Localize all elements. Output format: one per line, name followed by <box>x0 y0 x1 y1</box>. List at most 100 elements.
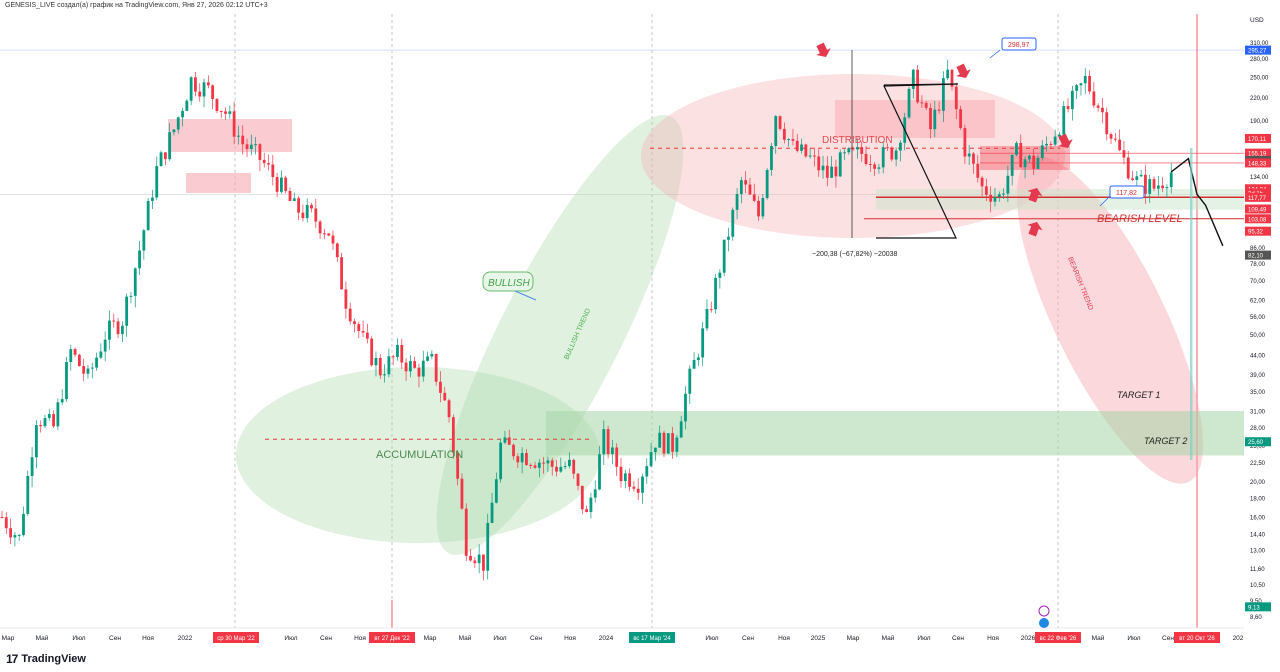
tradingview-brand[interactable]: 17 TradingView <box>6 652 86 666</box>
candle-body <box>761 197 765 217</box>
time-tick-label: Июл <box>1127 635 1140 642</box>
candle-body <box>499 442 503 480</box>
candle-body <box>4 517 8 529</box>
candle-body <box>116 321 120 335</box>
candle-body <box>856 147 859 150</box>
candle-body <box>120 325 124 335</box>
candle-body <box>275 177 279 192</box>
flag-icon[interactable] <box>1039 618 1049 628</box>
price-tick-label: 86,00 <box>1250 246 1266 252</box>
candle-body <box>340 257 343 290</box>
candle-body <box>808 155 812 157</box>
candle-body <box>658 432 662 448</box>
high-callout <box>1001 37 1037 51</box>
candle-body <box>731 209 735 237</box>
currency-label: USD <box>1250 17 1264 24</box>
candle-body <box>181 110 184 118</box>
candle-body <box>636 488 640 493</box>
candle-body <box>619 466 623 482</box>
candle-body <box>189 77 193 101</box>
candle-body <box>1049 143 1053 145</box>
candle-body <box>529 464 533 466</box>
price-tag-label: 82,10 <box>1248 254 1264 260</box>
time-tick-label: Май <box>1092 634 1105 642</box>
candle-body <box>649 452 653 467</box>
candle-body <box>168 132 172 160</box>
candle-body <box>202 82 206 97</box>
candle-body <box>967 153 971 157</box>
candle-body <box>800 144 803 151</box>
time-tick-label: Ноя <box>354 635 366 642</box>
candle-body <box>73 349 77 355</box>
candle-body <box>911 69 915 89</box>
candle-body <box>305 204 309 219</box>
retest-arrow-icon <box>1027 222 1043 237</box>
candle-body <box>1126 157 1130 179</box>
candle-body <box>1083 76 1087 84</box>
price-tag <box>1245 133 1271 143</box>
bullish-callout <box>482 271 534 292</box>
candle-body <box>770 145 773 170</box>
candle-body <box>718 272 722 278</box>
candle-body <box>834 166 838 177</box>
candle-body <box>886 147 889 149</box>
price-tick-label: 9,50 <box>1250 599 1262 605</box>
candle-body <box>146 200 150 231</box>
time-tick-label: Июл <box>72 635 85 642</box>
event-icon[interactable] <box>1038 605 1050 617</box>
level-callout-value: 117,82 <box>1116 190 1137 197</box>
price-tick-label: 310,00 <box>1250 41 1269 47</box>
candle-body <box>482 554 485 571</box>
candle-body <box>503 437 507 443</box>
candle-body <box>671 433 674 452</box>
candle-body <box>1075 85 1079 91</box>
time-tick-label: 2026 <box>1021 635 1036 642</box>
candle-body <box>1152 179 1156 189</box>
candle-body <box>744 180 748 185</box>
candle-body <box>1135 176 1139 180</box>
candle-body <box>108 320 111 340</box>
candle-body <box>237 135 240 137</box>
candle-body <box>314 208 318 222</box>
candle-body <box>851 148 855 150</box>
time-tick-label: Сен <box>1162 635 1174 642</box>
target1-label: TARGET 1 <box>1117 390 1160 400</box>
candle-body <box>1092 91 1096 106</box>
candle-body <box>877 167 881 169</box>
tradingview-logo-icon: 17 <box>6 652 18 666</box>
supply-box-3 <box>835 100 995 138</box>
candle-body <box>271 164 275 178</box>
candle-body <box>370 338 374 366</box>
candle-body <box>163 152 167 160</box>
candle-body <box>322 233 326 235</box>
candle-body <box>580 485 584 510</box>
measure-label: −200,38 (−67,82%) −20038 <box>812 251 898 258</box>
candle-body <box>847 148 851 153</box>
time-highlight-label: вс 17 Мар '24 <box>633 636 671 642</box>
bearish-trend-zone <box>1016 156 1204 484</box>
time-highlight <box>213 632 259 643</box>
time-highlight <box>1035 632 1081 643</box>
price-tag-label: 295,27 <box>1248 49 1267 55</box>
candle-body <box>26 476 30 514</box>
time-tick-label: Ноя <box>987 635 999 642</box>
candle-body <box>215 98 219 111</box>
candle-body <box>172 129 176 133</box>
candle-body <box>950 69 954 87</box>
candle-body <box>714 277 717 310</box>
candle-body <box>400 344 404 363</box>
candle-body <box>512 444 515 457</box>
price-axis[interactable] <box>1244 0 1280 672</box>
candle-body <box>348 308 352 322</box>
candle-body <box>890 147 894 160</box>
time-tick-label: 2025 <box>811 635 826 642</box>
bullish-label: BULLISH <box>488 278 530 289</box>
price-tick-label: 22,50 <box>1250 461 1266 467</box>
candle-body <box>224 111 227 114</box>
candle-body <box>344 289 348 309</box>
high-callout-pointer <box>989 49 1001 59</box>
candle-body <box>937 109 941 111</box>
candle-body <box>318 221 322 234</box>
candle-body <box>1062 106 1066 135</box>
